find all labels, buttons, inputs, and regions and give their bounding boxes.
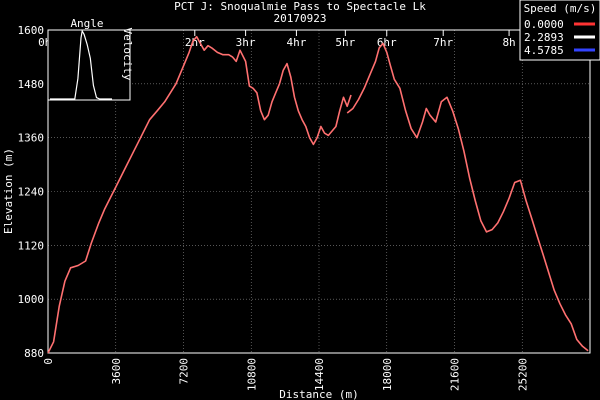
y-tick-label: 1000 [18,293,45,306]
gridlines [48,30,590,353]
x-axis-label: Distance (m) [279,388,358,400]
y-tick-label: 1120 [18,239,45,252]
x-tick-label: 25200 [516,358,529,391]
y-tick-labels: 880 1000 1120 1240 1360 1480 1600 [18,24,45,360]
legend-entry-label: 4.5785 [524,44,564,57]
x-tick-labels: 0 3600 7200 10800 14400 18000 21600 25200 [42,358,529,391]
time-marker-label: 2hr [185,36,205,49]
series-layer [47,35,589,354]
y-tick-label: 1600 [18,24,45,37]
time-marker-label: 8h [502,36,515,49]
legend-entry-label: 2.2893 [524,31,564,44]
elevation-line [47,35,352,354]
x-tick-label: 18000 [381,358,394,391]
time-marker-label: 5hr [335,36,355,49]
angle-velocity-inset: Angle Velocity [47,17,134,101]
inset-title: Angle [70,17,103,30]
time-marker-label: 4hr [286,36,306,49]
x-tick-label: 7200 [178,358,191,385]
plot-frame [47,29,591,354]
legend-entry-label: 0.0000 [524,18,564,31]
y-tick-label: 1240 [18,186,45,199]
time-markers: 0hr2hr3hr4hr5hr6hr7hr8h [38,30,516,49]
chart-title: PCT J: Snoqualmie Pass to Spectacle Lk [174,0,426,13]
x-tick-label: 3600 [110,358,123,385]
inset-ylabel: Velocity [121,28,134,81]
x-tick-label: 21600 [449,358,462,391]
y-tick-label: 1360 [18,132,45,145]
y-tick-label: 1480 [18,78,45,91]
x-tick-label: 14400 [313,358,326,391]
x-tick-label: 10800 [245,358,258,391]
legend-title: Speed (m/s) [524,2,597,15]
time-marker-label: 7hr [433,36,453,49]
chart-subtitle: 20170923 [274,12,327,25]
y-tick-label: 880 [24,347,44,360]
time-marker-label: 3hr [236,36,256,49]
inset-frame [47,29,131,101]
y-axis-label: Elevation (m) [2,148,15,234]
inset-line [50,29,112,100]
x-tick-label: 0 [42,358,55,365]
inset-curve [50,29,112,100]
elevation-line [346,42,589,352]
